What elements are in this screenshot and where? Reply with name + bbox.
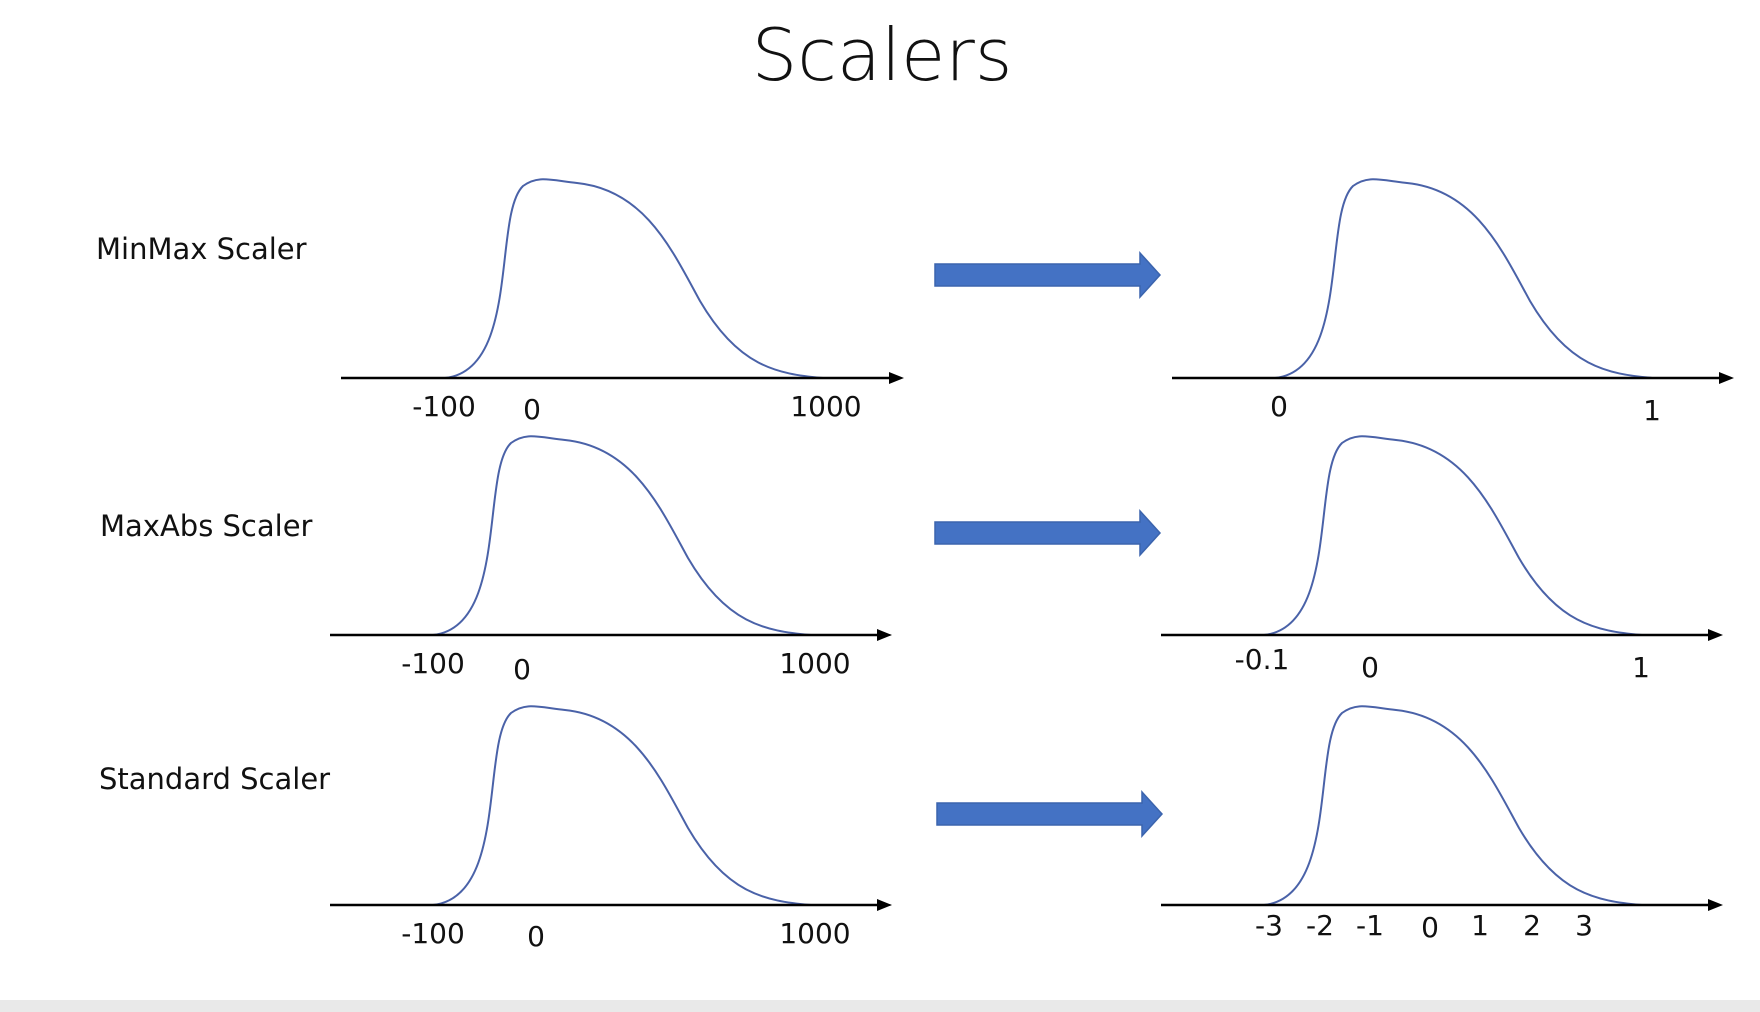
before-plot-minmax: -100 0 1000 [341, 179, 904, 426]
slide-title: Scalers [752, 13, 1013, 97]
axis-arrowhead [877, 629, 892, 641]
row-label-maxabs: MaxAbs Scaler [100, 509, 313, 543]
tick-label: 1 [1471, 909, 1489, 942]
tick-label: -100 [412, 390, 476, 423]
row-label-standard: Standard Scaler [99, 762, 330, 796]
distribution-curve [1264, 436, 1642, 635]
transform-arrow [935, 253, 1160, 297]
axis-arrowhead [877, 899, 892, 911]
tick-label: 1000 [779, 917, 850, 950]
transform-arrow [937, 792, 1162, 836]
tick-label: -0.1 [1235, 643, 1290, 676]
axis-arrowhead [1708, 899, 1723, 911]
axis-arrowhead [1719, 372, 1734, 384]
tick-label: 0 [523, 393, 541, 426]
distribution-curve [433, 706, 811, 905]
tick-label: 0 [513, 653, 531, 686]
tick-label: -100 [401, 647, 465, 680]
tick-label: 2 [1523, 909, 1541, 942]
row-label-minmax: MinMax Scaler [96, 232, 307, 266]
distribution-curve [445, 179, 823, 378]
transform-arrow [935, 511, 1160, 555]
row-minmax: MinMax Scaler -100 0 1000 0 1 [96, 179, 1734, 427]
tick-label: 1000 [779, 647, 850, 680]
tick-label: 1000 [790, 390, 861, 423]
tick-label: -2 [1306, 909, 1334, 942]
before-plot-maxabs: -100 0 1000 [330, 436, 892, 686]
tick-label: 0 [1270, 390, 1288, 423]
tick-label: 0 [527, 920, 545, 953]
tick-label: 0 [1361, 651, 1379, 684]
row-standard: Standard Scaler -100 0 1000 -3 -2 -1 0 1… [99, 706, 1723, 953]
tick-label: 0 [1421, 911, 1439, 944]
axis-arrowhead [889, 372, 904, 384]
axis-arrowhead [1708, 629, 1723, 641]
row-maxabs: MaxAbs Scaler -100 0 1000 -0.1 0 1 [100, 436, 1723, 686]
after-plot-standard: -3 -2 -1 0 1 2 3 [1161, 706, 1723, 944]
tick-label: -100 [401, 917, 465, 950]
tick-label: -1 [1356, 909, 1384, 942]
distribution-curve [1275, 179, 1653, 378]
tick-label: -3 [1255, 909, 1283, 942]
after-plot-maxabs: -0.1 0 1 [1161, 436, 1723, 684]
distribution-curve [1264, 706, 1642, 905]
tick-label: 1 [1632, 651, 1650, 684]
tick-label: 1 [1643, 394, 1661, 427]
distribution-curve [433, 436, 811, 635]
after-plot-minmax: 0 1 [1172, 179, 1734, 427]
tick-label: 3 [1575, 909, 1593, 942]
before-plot-standard: -100 0 1000 [330, 706, 892, 953]
